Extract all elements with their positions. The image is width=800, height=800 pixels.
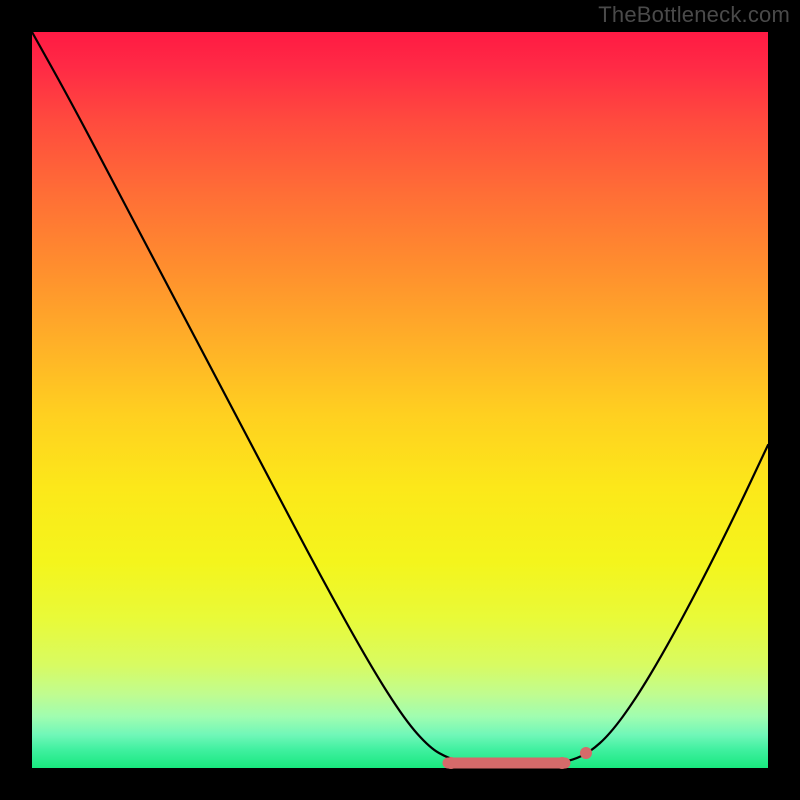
marker-dot: [580, 747, 592, 759]
plot-background: [32, 32, 768, 768]
optimal-range-cap: [556, 757, 568, 769]
bottleneck-chart: [0, 0, 800, 800]
chart-container: TheBottleneck.com: [0, 0, 800, 800]
watermark-text: TheBottleneck.com: [598, 2, 790, 28]
optimal-range-cap: [445, 757, 457, 769]
